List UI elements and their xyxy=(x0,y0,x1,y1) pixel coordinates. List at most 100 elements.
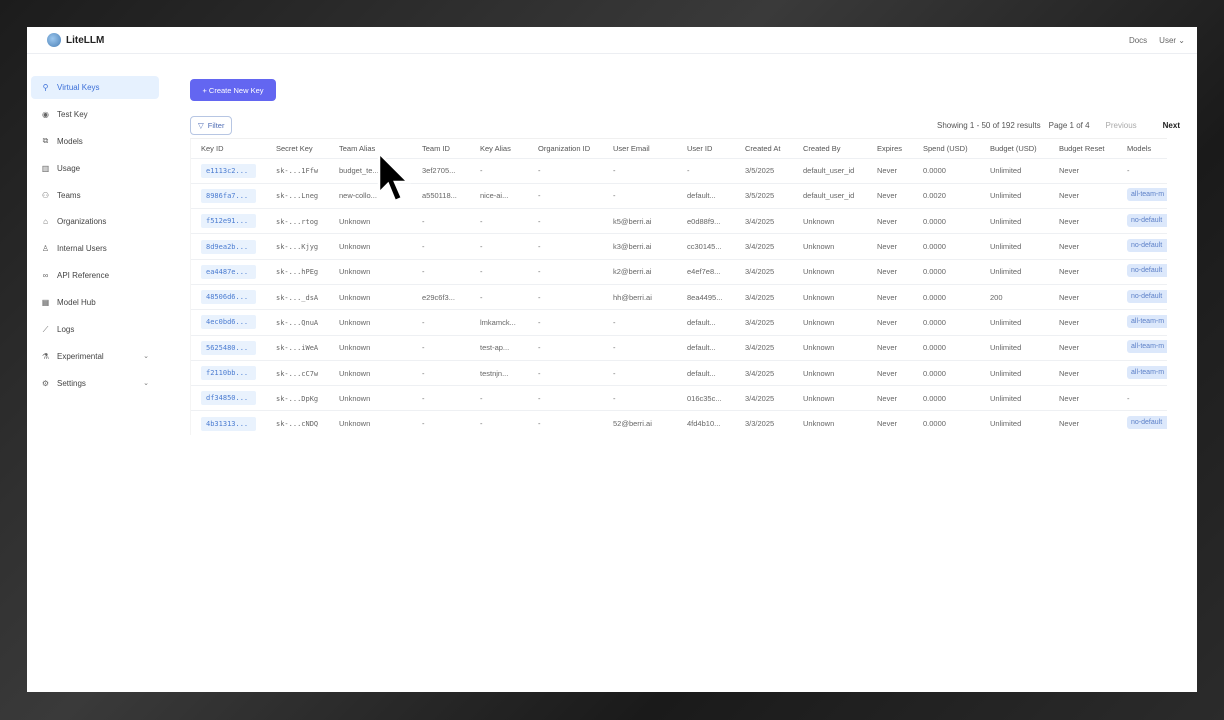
table-row[interactable]: f2110bb... sk-...cC7w Unknown - testnjn... - -… xyxy=(191,359,1167,386)
key-id-button[interactable]: 8d9ea2b... xyxy=(201,239,256,254)
key-id-button[interactable]: 48506d6... xyxy=(201,290,256,305)
table-row[interactable]: f512e91... sk-...rtog Unknown - - - k5@berri.a… xyxy=(191,208,1167,234)
key-id-button[interactable]: f512e91... xyxy=(201,214,256,229)
column-header-team-alias[interactable]: Team Alias xyxy=(339,143,376,153)
previous-button[interactable]: Previous xyxy=(1105,121,1137,130)
cell: - xyxy=(470,157,528,184)
column-header-organization-id[interactable]: Organization ID xyxy=(538,143,591,153)
cell: budget_te... xyxy=(329,157,412,184)
docs-link[interactable]: Docs xyxy=(1128,35,1148,45)
sidebar-item-settings[interactable]: ⚙ Settings ⌄ xyxy=(31,372,159,395)
table-row[interactable]: 5625480... sk-...iWeA Unknown - test-ap... - -… xyxy=(191,334,1167,361)
cell-value: k3@berri.ai xyxy=(613,242,652,252)
sidebar-item-internal-users[interactable]: ♙ Internal Users xyxy=(31,237,159,260)
cell-value: 0.0000 xyxy=(923,242,946,252)
key-id-button[interactable]: ea4487e... xyxy=(201,264,256,279)
cell: default_user_id xyxy=(793,182,867,209)
cell-value: - xyxy=(422,267,425,277)
cell: Never xyxy=(867,258,913,285)
key-id-button[interactable]: f2110bb... xyxy=(201,366,256,381)
table-row[interactable]: 4ec0bd6... sk-...QnuA Unknown - lmkamck... - -… xyxy=(191,309,1167,336)
sidebar-item-label: Model Hub xyxy=(57,298,96,308)
column-header-budget-reset[interactable]: Budget Reset xyxy=(1059,143,1105,153)
key-id-button[interactable]: df34850... xyxy=(201,391,256,406)
sidebar-item-virtual-keys[interactable]: ⚲ Virtual Keys xyxy=(31,76,159,99)
key-id-button[interactable]: e1113c2... xyxy=(201,163,256,178)
table-row[interactable]: e1113c2... sk-...1Ffw budget_te... 3ef2705.… xyxy=(191,157,1167,184)
chevron-down-icon[interactable]: ⌄ xyxy=(143,353,149,361)
key-id-button[interactable]: 4ec0bd6... xyxy=(201,315,256,330)
cell-value: Unknown xyxy=(803,292,835,302)
sidebar-item-models[interactable]: ⧉ Models xyxy=(31,130,159,153)
cell: - xyxy=(528,309,603,336)
column-header-team-id[interactable]: Team ID xyxy=(422,143,450,153)
sidebar-item-experimental[interactable]: ⚗ Experimental ⌄ xyxy=(31,345,159,368)
column-header-models[interactable]: Models xyxy=(1127,143,1152,153)
sidebar-item-label: Virtual Keys xyxy=(57,83,100,92)
table-row[interactable]: 8d9ea2b... sk-...Kjyg Unknown - - - k3@berri.a… xyxy=(191,233,1167,260)
cell: - xyxy=(528,283,603,310)
cell: nice-ai... xyxy=(470,182,528,209)
column-header-secret-key[interactable]: Secret Key xyxy=(276,143,313,153)
model-tag: no-default xyxy=(1127,239,1167,253)
key-id-button[interactable]: 4b31313... xyxy=(201,416,256,431)
cell-value: Unknown xyxy=(803,419,835,429)
secret-key: sk-...cC7w xyxy=(276,369,319,378)
secret-key: sk-...cNDQ xyxy=(276,420,319,429)
table-row[interactable]: 48506d6... sk-..._dsA Unknown e29c6f3... - - h… xyxy=(191,283,1167,310)
cell-value: 3/4/2025 xyxy=(745,292,775,302)
cell-value: Unknown xyxy=(803,242,835,252)
cell-value: Unlimited xyxy=(990,267,1022,277)
cell-value: - xyxy=(538,292,541,302)
sidebar-item-usage[interactable]: ▥ Usage xyxy=(31,157,159,180)
sidebar-item-organizations[interactable]: ⌂ Organizations xyxy=(31,210,159,233)
cell: - xyxy=(677,157,735,184)
column-header-key-id[interactable]: Key ID xyxy=(201,143,224,153)
column-header-created-by[interactable]: Created By xyxy=(803,143,841,153)
cell: Unknown xyxy=(793,208,867,234)
cell: 48506d6... xyxy=(191,283,266,310)
sidebar-item-api-reference[interactable]: ∞ API Reference xyxy=(31,264,159,287)
sidebar-item-logs[interactable]: ⟋ Logs xyxy=(31,318,159,341)
column-header-budget-usd[interactable]: Budget (USD) xyxy=(990,143,1037,153)
cell: Never xyxy=(1049,283,1117,310)
key-id-button[interactable]: 8986fa7... xyxy=(201,188,256,203)
sidebar-item-model-hub[interactable]: ▦ Model Hub xyxy=(31,291,159,314)
cell: a550118... xyxy=(412,182,470,209)
cell-value: Never xyxy=(877,368,898,378)
column-header-user-email[interactable]: User Email xyxy=(613,143,650,153)
cell-value: 0.0020 xyxy=(923,191,946,201)
column-header-spend-usd[interactable]: Spend (USD) xyxy=(923,143,968,153)
cell: 3/3/2025 xyxy=(735,410,793,435)
cell: new-collo... xyxy=(329,182,412,209)
table-row[interactable]: ea4487e... sk-...hPEg Unknown - - - k2@berri.a… xyxy=(191,258,1167,285)
cell-value: - xyxy=(1127,393,1130,403)
column-header-key-alias[interactable]: Key Alias xyxy=(480,143,511,153)
user-menu[interactable]: User ⌄ xyxy=(1159,36,1185,45)
cell: Unlimited xyxy=(980,157,1049,184)
cell: Never xyxy=(867,182,913,209)
key-id-button[interactable]: 5625480... xyxy=(201,340,256,355)
cell-value: Never xyxy=(877,191,898,201)
table-row[interactable]: 8986fa7... sk-...Lneg new-collo... a550118.… xyxy=(191,182,1167,209)
cell-value: - xyxy=(613,166,616,176)
column-header-user-id[interactable]: User ID xyxy=(687,143,713,153)
table-row[interactable]: df34850... sk-...DpKg Unknown - - - - 016c35c..… xyxy=(191,385,1167,411)
sidebar-item-teams[interactable]: ⚇ Teams xyxy=(31,184,159,207)
create-new-key-button[interactable]: + Create New Key xyxy=(190,79,276,101)
next-button[interactable]: Next xyxy=(1162,121,1180,130)
table-row[interactable]: 4b31313... sk-...cNDQ Unknown - - - 52@berri.a… xyxy=(191,410,1167,435)
cell: all-team-m xyxy=(1117,309,1167,336)
sidebar-item-label: Settings xyxy=(57,378,86,388)
secret-key: sk-...Kjyg xyxy=(276,243,319,252)
chevron-down-icon[interactable]: ⌄ xyxy=(143,380,149,388)
cell: Unknown xyxy=(329,410,412,435)
sidebar-item-test-key[interactable]: ◉ Test Key xyxy=(31,103,159,126)
cell: Never xyxy=(867,283,913,310)
cell-value: 0.0000 xyxy=(923,368,946,378)
cell: - xyxy=(603,182,677,209)
column-header-created-at[interactable]: Created At xyxy=(745,143,781,153)
filter-button[interactable]: ▽ Filter xyxy=(190,116,233,135)
logo[interactable]: LiteLLM xyxy=(47,33,104,47)
column-header-expires[interactable]: Expires xyxy=(877,143,903,153)
